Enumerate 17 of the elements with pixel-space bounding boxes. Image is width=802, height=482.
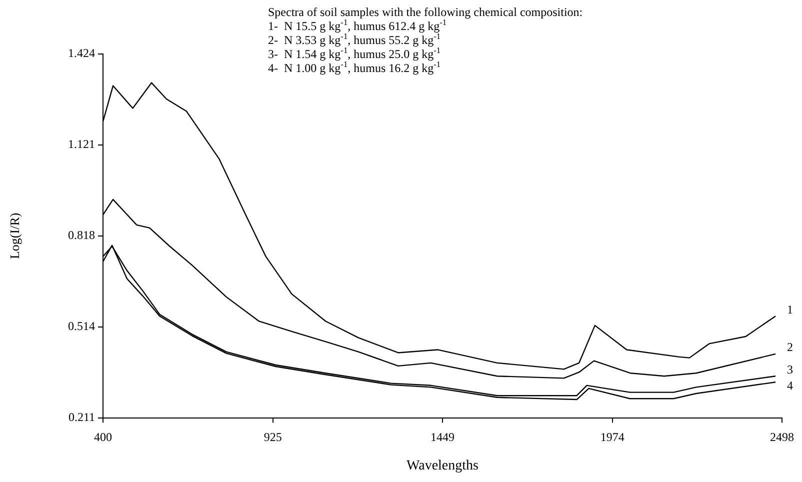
y-tick-label: 0.818: [68, 228, 95, 242]
y-tick-label: 1.121: [68, 137, 95, 152]
y-axis-title: Log(I/R): [7, 212, 22, 260]
x-tick-label: 400: [94, 430, 112, 444]
x-tick-label: 1449: [430, 430, 454, 444]
series-label: 3: [787, 362, 793, 376]
x-axis-title: Wavelengths: [406, 458, 478, 474]
x-tick-label: 2498: [770, 430, 794, 444]
x-tick-label: 1974: [600, 430, 624, 444]
y-tick-label: 0.514: [68, 319, 95, 334]
y-tick-label: 0.211: [68, 410, 95, 424]
chart-title: Spectra of soil samples with the following chemical composition:: [268, 5, 583, 19]
y-tick-label: 1.424: [68, 46, 95, 60]
series-label: 2: [787, 340, 793, 354]
series-label: 1: [787, 302, 793, 316]
series-label: 4: [787, 378, 793, 392]
x-tick-label: 925: [264, 430, 282, 444]
